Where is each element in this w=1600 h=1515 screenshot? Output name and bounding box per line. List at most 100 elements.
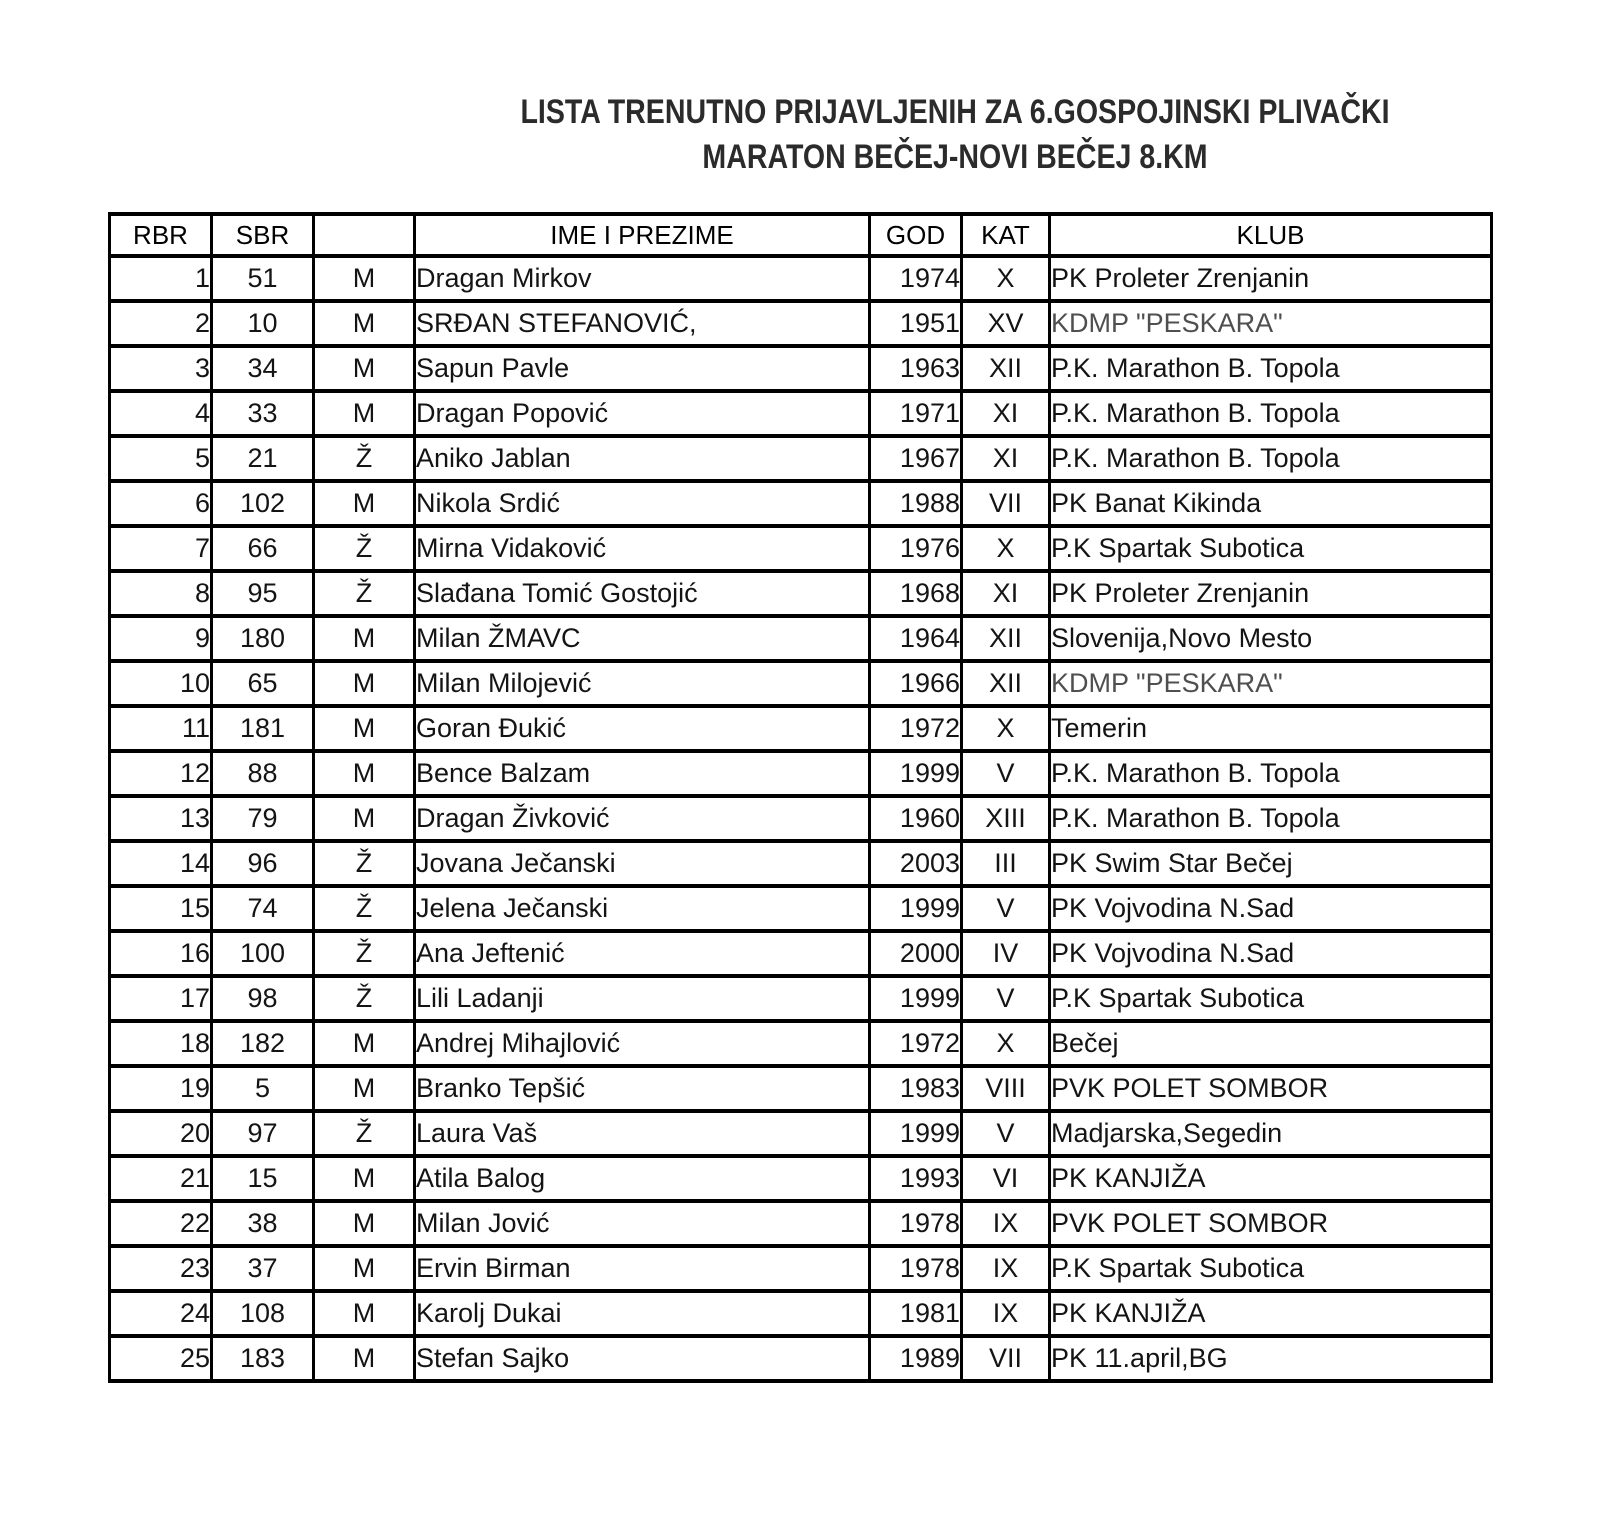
table-row: 23 37 M Ervin Birman 1978 IX P.K Spartak Subot…: [108, 1244, 1493, 1293]
cell-gender: M: [312, 389, 416, 438]
cell-category: VIII: [960, 1064, 1051, 1113]
header-pol: [312, 212, 416, 258]
table-header: RBR SBR IME I PREZIME GOD KAT KLUB: [108, 212, 1493, 258]
cell-sbr: 88: [210, 749, 315, 798]
cell-name: Milan Jović: [413, 1199, 871, 1248]
table-row: 25 183 M Stefan Sajko 1989 VII PK 11.april,BG: [108, 1334, 1493, 1383]
cell-year: 1989: [868, 1334, 963, 1383]
cell-year: 2003: [868, 839, 963, 888]
table-row: 17 98 Ž Lili Ladanji 1999 V P.K Spartak Suboti…: [108, 974, 1493, 1023]
header-rbr: RBR: [108, 212, 213, 258]
cell-sbr: 98: [210, 974, 315, 1023]
cell-club: PK 11.april,BG: [1048, 1334, 1493, 1383]
table-row: 6 102 M Nikola Srdić 1988 VII PK Banat Kikinda: [108, 479, 1493, 528]
cell-rbr: 17: [108, 974, 213, 1023]
cell-name: Andrej Mihajlović: [413, 1019, 871, 1068]
cell-name: Dragan Mirkov: [413, 254, 871, 303]
cell-sbr: 33: [210, 389, 315, 438]
cell-year: 1963: [868, 344, 963, 393]
cell-gender: M: [312, 704, 416, 753]
table-row: 3 34 M Sapun Pavle 1963 XII P.K. Marathon B. T…: [108, 344, 1493, 393]
cell-club: P.K. Marathon B. Topola: [1048, 794, 1493, 843]
cell-name: Ana Jeftenić: [413, 929, 871, 978]
table-row: 20 97 Ž Laura Vaš 1999 V Madjarska,Segedin: [108, 1109, 1493, 1158]
participants-table: RBR SBR IME I PREZIME GOD KAT KLUB 1 51 M D…: [108, 212, 1493, 1383]
cell-year: 1999: [868, 1109, 963, 1158]
cell-category: X: [960, 1019, 1051, 1068]
table-row: 1 51 M Dragan Mirkov 1974 X PK Proleter Zrenja…: [108, 254, 1493, 303]
cell-year: 1972: [868, 704, 963, 753]
cell-club: PVK POLET SOMBOR: [1048, 1199, 1493, 1248]
cell-sbr: 97: [210, 1109, 315, 1158]
cell-year: 1960: [868, 794, 963, 843]
cell-rbr: 15: [108, 884, 213, 933]
cell-category: V: [960, 884, 1051, 933]
cell-club: PK Banat Kikinda: [1048, 479, 1493, 528]
cell-gender: Ž: [312, 434, 416, 483]
cell-category: X: [960, 704, 1051, 753]
cell-sbr: 95: [210, 569, 315, 618]
cell-name: Mirna Vidaković: [413, 524, 871, 573]
cell-name: Sapun Pavle: [413, 344, 871, 393]
cell-year: 1968: [868, 569, 963, 618]
cell-sbr: 66: [210, 524, 315, 573]
cell-rbr: 6: [108, 479, 213, 528]
table-row: 7 66 Ž Mirna Vidaković 1976 X P.K Spartak Subo…: [108, 524, 1493, 573]
cell-name: Stefan Sajko: [413, 1334, 871, 1383]
cell-category: VI: [960, 1154, 1051, 1203]
cell-club: PK Proleter Zrenjanin: [1048, 569, 1493, 618]
cell-category: V: [960, 1109, 1051, 1158]
cell-category: XI: [960, 389, 1051, 438]
table-row: 11 181 M Goran Đukić 1972 X Temerin: [108, 704, 1493, 753]
cell-gender: M: [312, 299, 416, 348]
cell-sbr: 180: [210, 614, 315, 663]
cell-sbr: 15: [210, 1154, 315, 1203]
cell-gender: M: [312, 1154, 416, 1203]
cell-category: XII: [960, 659, 1051, 708]
cell-rbr: 16: [108, 929, 213, 978]
cell-club: P.K. Marathon B. Topola: [1048, 749, 1493, 798]
cell-rbr: 23: [108, 1244, 213, 1293]
cell-gender: Ž: [312, 524, 416, 573]
table-row: 12 88 M Bence Balzam 1999 V P.K. Marathon B. T…: [108, 749, 1493, 798]
cell-rbr: 2: [108, 299, 213, 348]
cell-sbr: 183: [210, 1334, 315, 1383]
page-title-line-1: LISTA TRENUTNO PRIJAVLJENIH ZA 6.GOSPOJI…: [520, 93, 1390, 131]
cell-club: PK KANJIŽA: [1048, 1154, 1493, 1203]
cell-category: XII: [960, 344, 1051, 393]
header-sbr: SBR: [210, 212, 315, 258]
cell-sbr: 102: [210, 479, 315, 528]
cell-name: Jelena Ječanski: [413, 884, 871, 933]
header-god: GOD: [868, 212, 963, 258]
cell-club: P.K. Marathon B. Topola: [1048, 344, 1493, 393]
cell-rbr: 24: [108, 1289, 213, 1338]
cell-year: 1966: [868, 659, 963, 708]
cell-year: 1972: [868, 1019, 963, 1068]
cell-rbr: 18: [108, 1019, 213, 1068]
cell-gender: Ž: [312, 839, 416, 888]
cell-category: VII: [960, 479, 1051, 528]
cell-sbr: 65: [210, 659, 315, 708]
header-klub: KLUB: [1048, 212, 1493, 258]
cell-name: Bence Balzam: [413, 749, 871, 798]
cell-category: VII: [960, 1334, 1051, 1383]
cell-club: PVK POLET SOMBOR: [1048, 1064, 1493, 1113]
cell-name: Slađana Tomić Gostojić: [413, 569, 871, 618]
cell-rbr: 21: [108, 1154, 213, 1203]
header-kat: KAT: [960, 212, 1051, 258]
cell-rbr: 7: [108, 524, 213, 573]
table-row: 24 108 M Karolj Dukai 1981 IX PK KANJIŽA: [108, 1289, 1493, 1338]
cell-category: IV: [960, 929, 1051, 978]
cell-gender: Ž: [312, 929, 416, 978]
cell-name: Branko Tepšić: [413, 1064, 871, 1113]
cell-year: 1983: [868, 1064, 963, 1113]
cell-gender: M: [312, 1064, 416, 1113]
page-title: LISTA TRENUTNO PRIJAVLJENIH ZA 6.GOSPOJI…: [413, 90, 1497, 180]
cell-gender: Ž: [312, 974, 416, 1023]
cell-gender: M: [312, 1244, 416, 1293]
cell-name: Laura Vaš: [413, 1109, 871, 1158]
cell-name: Milan ŽMAVC: [413, 614, 871, 663]
cell-gender: M: [312, 749, 416, 798]
cell-sbr: 181: [210, 704, 315, 753]
cell-name: Atila Balog: [413, 1154, 871, 1203]
